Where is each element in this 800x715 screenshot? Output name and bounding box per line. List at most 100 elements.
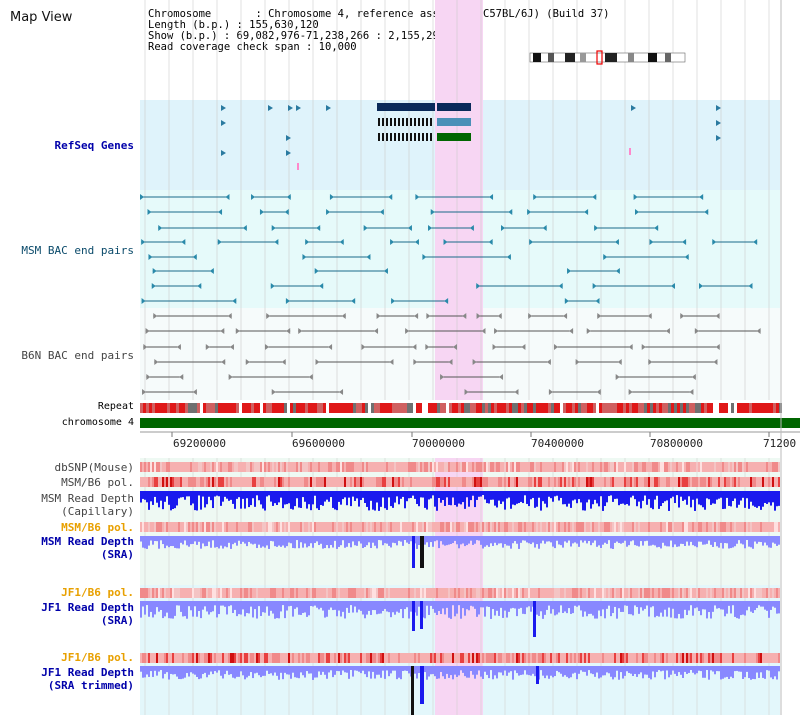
bac-end-marker	[691, 374, 696, 380]
track-label-msm-pol2[interactable]: MSM/B6 pol.	[61, 521, 134, 534]
polymorphism-cell	[216, 588, 218, 598]
depth-bar	[490, 666, 492, 671]
polymorphism-cell	[144, 477, 146, 487]
gene-arrow	[631, 105, 636, 111]
track-label-dbsnp[interactable]: dbSNP(Mouse)	[54, 461, 134, 474]
snp-density-cell	[754, 462, 756, 472]
depth-bar	[526, 666, 528, 675]
depth-bar	[692, 491, 694, 500]
polymorphism-cell	[716, 588, 718, 598]
track-label-jf1-pol2[interactable]: JF1/B6 pol.	[61, 651, 134, 664]
polymorphism-cell	[332, 477, 334, 487]
depth-bar	[580, 491, 582, 503]
polymorphism-cell	[488, 653, 490, 663]
depth-bar	[662, 666, 664, 671]
depth-bar	[488, 666, 490, 679]
snp-density-cell	[180, 462, 182, 472]
bac-end-marker	[326, 209, 331, 215]
polymorphism-cell	[340, 522, 342, 532]
repeat-segment	[554, 403, 557, 413]
polymorphism-cell	[504, 522, 506, 532]
polymorphism-cell	[712, 653, 714, 663]
depth-bar	[750, 666, 752, 680]
depth-bar	[584, 491, 586, 511]
depth-bar	[186, 491, 188, 497]
polymorphism-cell	[314, 653, 316, 663]
depth-bar	[218, 601, 220, 615]
polymorphism-cell	[344, 653, 346, 663]
track-label-msm-depth-sra[interactable]: MSM Read Depth	[41, 535, 134, 548]
snp-density-cell	[592, 462, 594, 472]
polymorphism-cell	[410, 522, 412, 532]
polymorphism-cell	[176, 522, 178, 532]
polymorphism-cell	[388, 588, 390, 598]
polymorphism-cell	[352, 477, 354, 487]
polymorphism-cell	[586, 477, 588, 487]
depth-bar	[616, 601, 618, 619]
bac-end-marker	[527, 209, 532, 215]
bac-end-marker	[617, 359, 622, 365]
exon-mark	[410, 118, 412, 126]
polymorphism-cell	[424, 588, 426, 598]
polymorphism-cell	[498, 522, 500, 532]
repeat-segment	[203, 403, 206, 413]
polymorphism-cell	[336, 588, 338, 598]
track-label-msm-depth-cap[interactable]: MSM Read Depth	[41, 492, 134, 505]
bac-end-marker	[271, 225, 276, 231]
depth-bar	[726, 491, 728, 498]
depth-bar	[708, 536, 710, 541]
depth-bar	[698, 536, 700, 542]
depth-bar	[490, 491, 492, 500]
polymorphism-cell	[748, 477, 750, 487]
depth-bar	[228, 666, 230, 675]
track-label-jf1-depth-sra[interactable]: JF1 Read Depth	[41, 601, 134, 614]
depth-bar	[170, 491, 172, 511]
track-label-b6n-bac[interactable]: B6N BAC end pairs	[21, 349, 134, 362]
repeat-segment	[419, 403, 422, 413]
depth-bar	[496, 491, 498, 508]
snp-density-cell	[262, 462, 264, 472]
polymorphism-cell	[718, 477, 720, 487]
snp-density-cell	[160, 462, 162, 472]
polymorphism-cell	[334, 588, 336, 598]
depth-bar	[204, 601, 206, 607]
depth-bar	[384, 491, 386, 509]
track-label-jf1-depth-trim[interactable]: JF1 Read Depth	[41, 666, 134, 679]
depth-bar	[432, 491, 434, 496]
snp-density-cell	[728, 462, 730, 472]
depth-bar	[274, 601, 276, 619]
depth-bar	[658, 601, 660, 617]
polymorphism-cell	[214, 588, 216, 598]
polymorphism-cell	[754, 522, 756, 532]
depth-bar	[308, 491, 310, 505]
depth-bar	[510, 601, 512, 609]
depth-bar	[478, 536, 480, 541]
track-label-msm-depth-cap-sub: (Capillary)	[61, 505, 134, 518]
track-label-jf1-pol[interactable]: JF1/B6 pol.	[61, 586, 134, 599]
polymorphism-cell	[436, 522, 438, 532]
depth-bar	[424, 601, 426, 619]
depth-bar	[694, 536, 696, 547]
polymorphism-cell	[744, 477, 746, 487]
depth-bar	[754, 601, 756, 611]
depth-bar	[766, 536, 768, 546]
bac-end-marker	[153, 313, 158, 319]
polymorphism-cell	[164, 653, 166, 663]
track-label-msm-pol[interactable]: MSM/B6 pol.	[61, 476, 134, 489]
polymorphism-cell	[658, 522, 660, 532]
repeat-segment	[152, 403, 155, 413]
polymorphism-cell	[652, 522, 654, 532]
polymorphism-cell	[770, 522, 772, 532]
polymorphism-cell	[512, 477, 514, 487]
depth-bar	[660, 666, 662, 672]
track-label-msm-bac[interactable]: MSM BAC end pairs	[21, 244, 134, 257]
snp-density-cell	[770, 462, 772, 472]
polymorphism-cell	[252, 477, 254, 487]
depth-bar	[732, 666, 734, 679]
polymorphism-cell	[724, 477, 726, 487]
track-label-refseq[interactable]: RefSeq Genes	[54, 139, 134, 152]
exon-mark	[386, 133, 388, 141]
depth-bar	[288, 601, 290, 607]
polymorphism-cell	[214, 477, 216, 487]
